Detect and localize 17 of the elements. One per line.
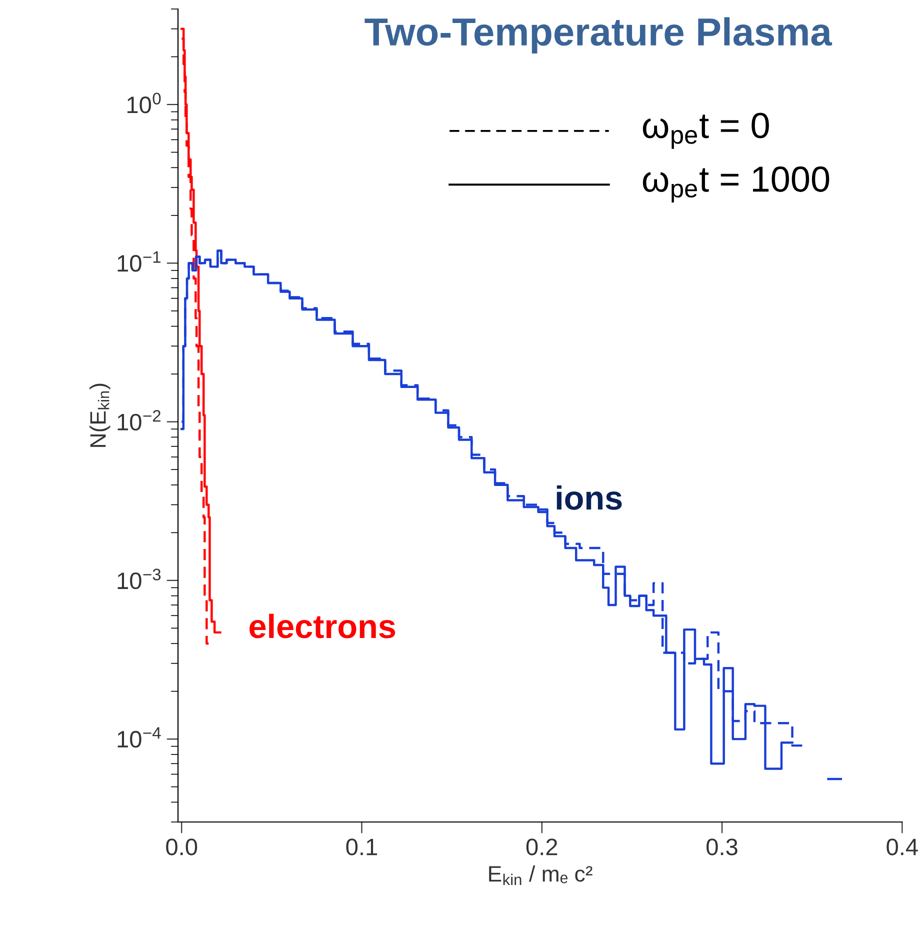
y-tick-label: 10$^{−3}$ xyxy=(118,568,161,590)
y-tick-label: 10$^{0}$ xyxy=(127,92,161,114)
y-axis-title: N(E$_{kin}$) xyxy=(90,384,110,447)
x-tick-label: 0.1 xyxy=(346,838,378,856)
x-tick-label: 0.4 xyxy=(886,838,918,856)
chart-title: Two-Temperature Plasma xyxy=(364,17,832,54)
x-tick-label: 0.2 xyxy=(526,838,558,856)
y-tick-label: 10$^{−2}$ xyxy=(118,410,160,431)
x-axis-title: E$_{kin}$ / mₑ c² xyxy=(489,865,592,886)
x-tick-label: 0.3 xyxy=(706,838,738,856)
annotation: ω$_{pe}$t = 0 xyxy=(642,112,769,149)
annotation: electrons xyxy=(250,614,396,638)
y-tick-label: 10$^{−4}$ xyxy=(118,727,161,748)
annotation: ions xyxy=(556,485,622,510)
x-tick-label: 0.0 xyxy=(166,838,198,856)
annotation: ω$_{pe}$t = 1000 xyxy=(642,166,830,203)
y-tick-label: 10$^{−1}$ xyxy=(118,251,161,272)
